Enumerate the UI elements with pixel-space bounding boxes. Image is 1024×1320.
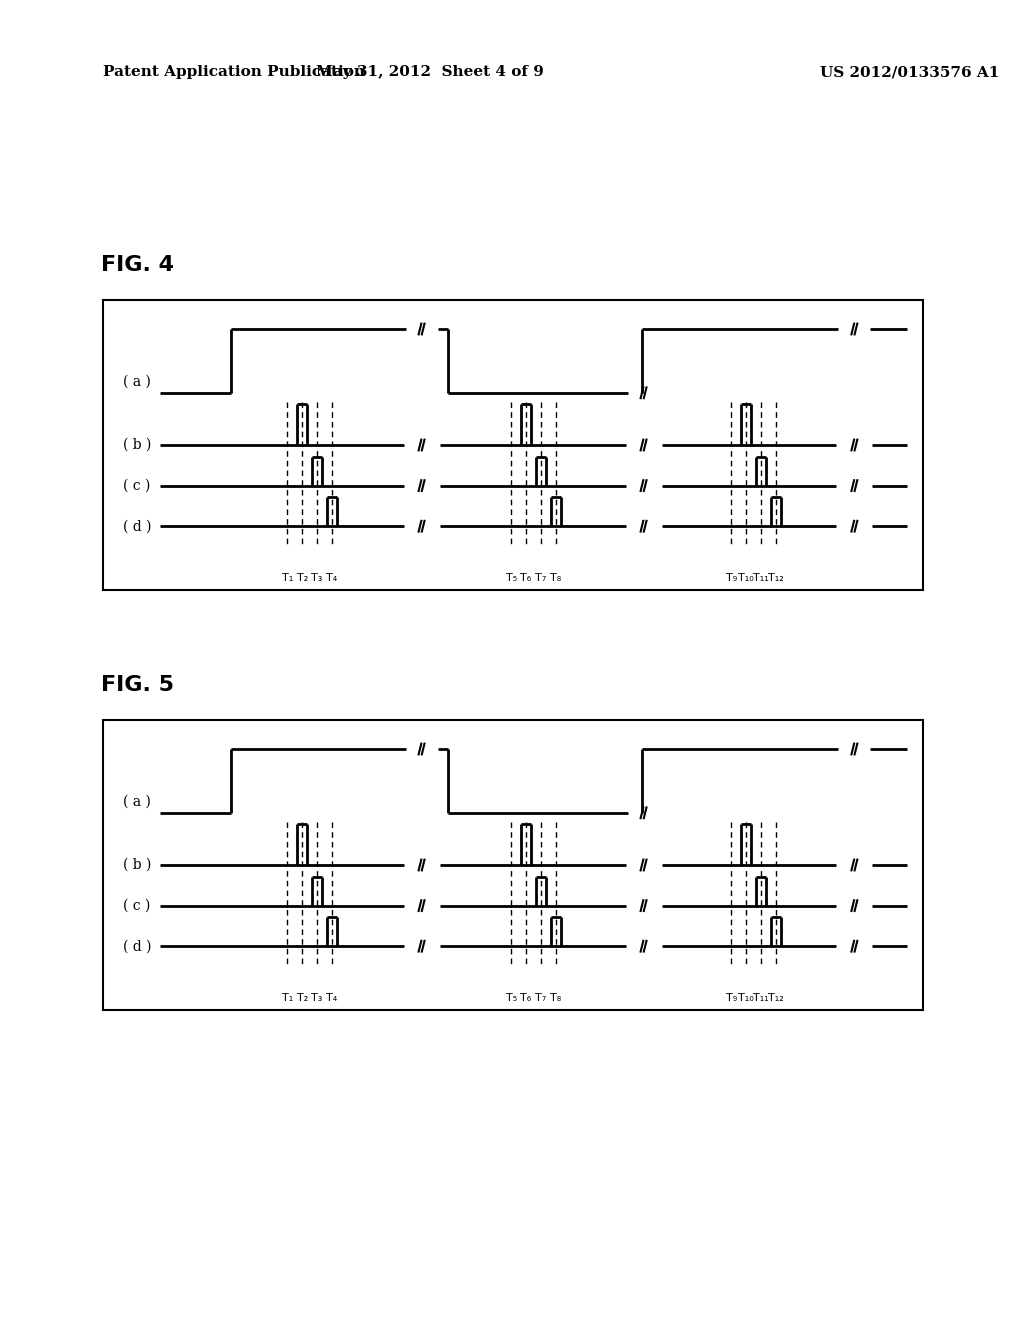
Text: T₇: T₇	[536, 994, 547, 1003]
Text: T₁₁: T₁₁	[754, 573, 769, 583]
Text: US 2012/0133576 A1: US 2012/0133576 A1	[820, 65, 999, 79]
Text: T₁₂: T₁₂	[768, 573, 784, 583]
Text: ( b ): ( b )	[123, 438, 152, 451]
Text: T₄: T₄	[327, 573, 338, 583]
Text: T₁: T₁	[282, 573, 293, 583]
Text: T₁₁: T₁₁	[754, 994, 769, 1003]
Text: T₃: T₃	[311, 573, 323, 583]
Text: T₅: T₅	[506, 573, 517, 583]
Text: T₇: T₇	[536, 573, 547, 583]
Text: Patent Application Publication: Patent Application Publication	[103, 65, 365, 79]
Text: ( a ): ( a )	[123, 374, 151, 388]
Text: T₆: T₆	[520, 573, 531, 583]
Text: T₂: T₂	[297, 573, 308, 583]
Text: ( b ): ( b )	[123, 858, 152, 873]
Text: T₃: T₃	[311, 994, 323, 1003]
Text: ( c ): ( c )	[123, 899, 151, 912]
Text: FIG. 5: FIG. 5	[101, 675, 174, 696]
Text: T₈: T₈	[550, 994, 561, 1003]
Text: T₁₀: T₁₀	[738, 994, 754, 1003]
Text: T₆: T₆	[520, 994, 531, 1003]
Bar	[103, 719, 923, 1010]
Text: May 31, 2012  Sheet 4 of 9: May 31, 2012 Sheet 4 of 9	[316, 65, 544, 79]
Text: ( d ): ( d )	[123, 519, 152, 533]
Text: T₈: T₈	[550, 573, 561, 583]
Text: T₉: T₉	[726, 994, 737, 1003]
Text: T₉: T₉	[726, 573, 737, 583]
Text: FIG. 4: FIG. 4	[101, 255, 174, 275]
Text: T₅: T₅	[506, 994, 517, 1003]
Bar	[103, 300, 923, 590]
Text: ( d ): ( d )	[123, 940, 152, 953]
Text: T₁: T₁	[282, 994, 293, 1003]
Text: ( a ): ( a )	[123, 795, 151, 808]
Text: ( c ): ( c )	[123, 479, 151, 492]
Text: T₂: T₂	[297, 994, 308, 1003]
Text: T₁₀: T₁₀	[738, 573, 754, 583]
Text: T₄: T₄	[327, 994, 338, 1003]
Text: T₁₂: T₁₂	[768, 994, 784, 1003]
